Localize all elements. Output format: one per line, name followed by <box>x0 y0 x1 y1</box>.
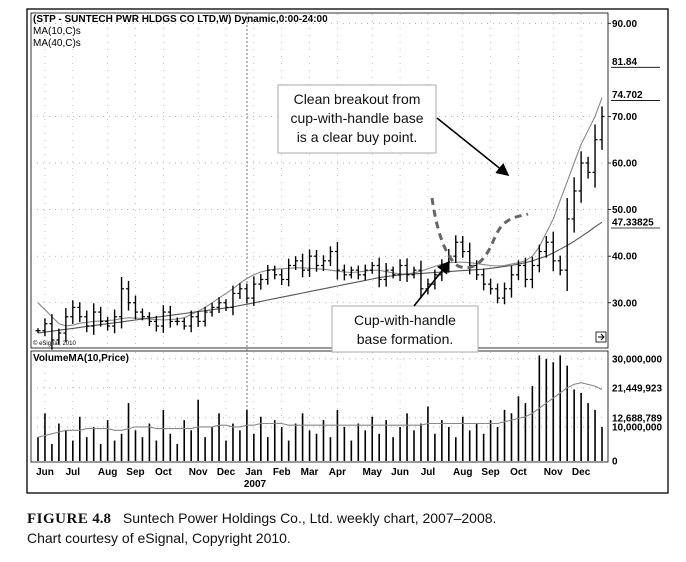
moving-averages <box>37 97 603 334</box>
caption-line-1: FIGURE 4.8 Suntech Power Holdings Co., L… <box>27 509 667 529</box>
x-tick-label: Apr <box>329 467 346 478</box>
svg-text:Clean breakout from: Clean breakout from <box>294 91 421 107</box>
x-tick-label: Sep <box>126 467 144 478</box>
axes: 90.00 70.00 60.00 50.00 40.00 30.00 81.84 74.70… <box>36 19 662 478</box>
x-tick-label: Oct <box>155 467 172 478</box>
price-flag-label: 74.702 <box>612 90 643 101</box>
ma10-line <box>37 97 603 327</box>
x-tick-label: Dec <box>572 467 591 478</box>
price-tick-label: 30.00 <box>612 298 637 309</box>
volume-tick-label: 21,449,923 <box>612 383 662 394</box>
chart-title: (STP - SUNTECH PWR HLDGS CO LTD,W) Dynam… <box>33 14 328 25</box>
x-tick-label: Oct <box>510 467 527 478</box>
x-tick-label: Dec <box>217 467 236 478</box>
x-tick-label: May <box>362 467 382 478</box>
price-tick-label: 50.00 <box>612 205 637 216</box>
x-tick-label: Nov <box>544 467 563 478</box>
caption-text: Suntech Power Holdings Co., Ltd. weekly … <box>122 510 497 526</box>
cup-arrow <box>413 260 450 307</box>
x-tick-label: Sep <box>481 467 499 478</box>
price-flag-label: 47.33825 <box>612 218 654 229</box>
x-tick-label: Aug <box>453 467 472 478</box>
figure-label: FIGURE <box>27 511 89 527</box>
volume-tick-label: 10,000,000 <box>612 422 662 433</box>
svg-text:Cup-with-handle: Cup-with-handle <box>354 312 456 328</box>
cup-with-handle-outline <box>430 197 529 270</box>
chart-svg: 90.00 70.00 60.00 50.00 40.00 30.00 81.84 74.70… <box>26 8 669 494</box>
volume-panel <box>30 350 609 463</box>
x-tick-label: Jan <box>245 467 262 478</box>
figure-caption: FIGURE 4.8 Suntech Power Holdings Co., L… <box>27 509 667 548</box>
caption-credit: Chart courtesy of eSignal, Copyright 201… <box>27 530 291 546</box>
x-tick-label: Jun <box>391 467 409 478</box>
volume-ma-line <box>37 382 603 438</box>
svg-text:cup-with-handle base: cup-with-handle base <box>290 110 423 126</box>
legend-ma40: MA(40,C)s <box>33 38 81 49</box>
chart-frame <box>26 8 669 494</box>
legend-ma10: MA(10,C)s <box>33 26 81 37</box>
volume-tick-label: 30,000,000 <box>612 354 662 365</box>
svg-text:is a clear buy point.: is a clear buy point. <box>297 129 418 145</box>
figure-number: 4.8 <box>92 511 111 527</box>
watermark: © eSignal, 2010 <box>33 340 76 347</box>
price-panel <box>30 12 609 349</box>
x-tick-label: Jul <box>66 467 81 478</box>
price-tick-label: 60.00 <box>612 159 637 170</box>
x-tick-label: Feb <box>273 467 291 478</box>
x-tick-label: Jul <box>421 467 436 478</box>
price-bars <box>35 106 605 350</box>
breakout-annotation: Clean breakout from cup-with-handle base… <box>277 84 437 154</box>
year-label: 2007 <box>244 479 267 490</box>
price-tick-label: 40.00 <box>612 252 637 263</box>
x-tick-label: Jun <box>36 467 54 478</box>
volume-tick-label: 12,688,789 <box>612 413 662 424</box>
price-tick-label: 90.00 <box>612 19 637 30</box>
volume-bars <box>37 355 603 461</box>
scroll-arrow-icon[interactable] <box>595 331 607 343</box>
breakout-arrow <box>436 117 510 177</box>
ma40-line <box>37 221 603 334</box>
svg-text:base formation.: base formation. <box>357 331 454 347</box>
price-tick-label: 70.00 <box>612 112 637 123</box>
volume-tick-label: 0 <box>612 457 618 468</box>
x-tick-label: Mar <box>301 467 319 478</box>
volume-title: VolumeMA(10,Price) <box>33 353 129 364</box>
cup-annotation: Cup-with-handle base formation. <box>331 305 479 353</box>
x-tick-label: Aug <box>98 467 117 478</box>
x-tick-label: Nov <box>189 467 208 478</box>
price-flag-label: 81.84 <box>612 57 637 68</box>
